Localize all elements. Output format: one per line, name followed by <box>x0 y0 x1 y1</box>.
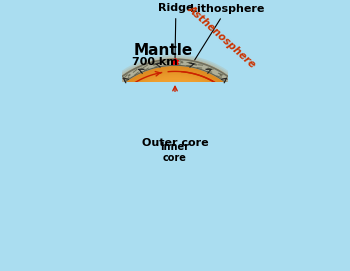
Polygon shape <box>128 75 130 76</box>
Polygon shape <box>194 64 197 65</box>
Polygon shape <box>247 111 262 124</box>
Circle shape <box>158 131 192 166</box>
Text: Outer core: Outer core <box>142 138 208 149</box>
Text: Trench: Trench <box>0 270 1 271</box>
Polygon shape <box>248 104 250 106</box>
Polygon shape <box>94 116 95 118</box>
Text: 700 km: 700 km <box>132 57 177 67</box>
Text: Lithosphere: Lithosphere <box>190 4 264 60</box>
Polygon shape <box>167 62 169 63</box>
Polygon shape <box>108 92 109 94</box>
Text: Inner
core: Inner core <box>161 142 189 163</box>
Text: Mantle: Mantle <box>133 43 192 58</box>
Polygon shape <box>92 107 97 127</box>
Polygon shape <box>100 104 101 106</box>
Text: Ridge: Ridge <box>158 3 194 58</box>
Circle shape <box>85 59 265 238</box>
Polygon shape <box>153 64 156 65</box>
Text: Trench: Trench <box>0 270 1 271</box>
Polygon shape <box>231 83 233 84</box>
Circle shape <box>143 117 207 181</box>
Polygon shape <box>241 92 242 94</box>
Polygon shape <box>89 59 261 124</box>
Polygon shape <box>208 68 210 70</box>
Polygon shape <box>255 116 256 118</box>
Polygon shape <box>140 68 142 70</box>
Polygon shape <box>220 75 222 76</box>
Text: Asthenosphere: Asthenosphere <box>186 3 258 70</box>
Polygon shape <box>181 62 183 63</box>
Polygon shape <box>117 83 119 84</box>
